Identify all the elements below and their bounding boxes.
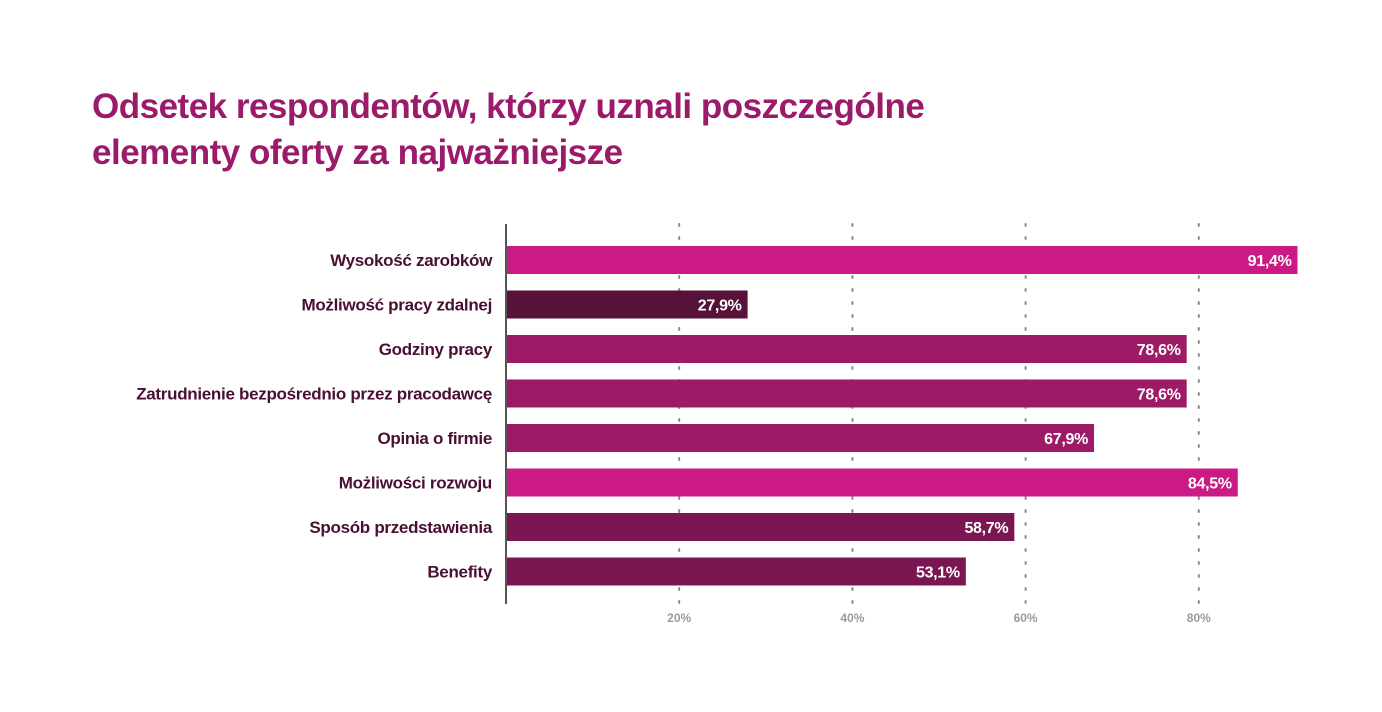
bar-value-label: 53,1% xyxy=(916,565,960,582)
bar-value-label: 27,9% xyxy=(698,298,742,315)
bars: 91,4% 27,9% 78,6% 78,6% 67,9% 84,5% 58,7% 53,1% xyxy=(506,246,1298,586)
bar xyxy=(506,379,1187,408)
bar xyxy=(506,468,1238,497)
bar-value-label: 84,5% xyxy=(1188,476,1232,493)
bar xyxy=(506,513,1015,541)
chart-title-line-2: elementy oferty za najważniejsze xyxy=(92,133,623,172)
bar-value-label: 58,7% xyxy=(964,520,1008,537)
bar xyxy=(506,557,966,586)
category-label: Możliwość pracy zdalnej xyxy=(301,296,492,315)
bar xyxy=(506,290,748,319)
category-label: Wysokość zarobków xyxy=(330,251,493,270)
x-tick-label: 80% xyxy=(1187,611,1211,625)
bar-value-label: 91,4% xyxy=(1248,253,1292,270)
category-label: Godziny pracy xyxy=(379,340,493,359)
x-tick-label: 40% xyxy=(840,611,864,625)
category-labels: Wysokość zarobków Możliwość pracy zdalnej… xyxy=(136,251,493,582)
bar-value-label: 78,6% xyxy=(1137,387,1181,404)
x-axis-ticks: 20% 40% 60% 80% xyxy=(667,611,1211,625)
bar xyxy=(506,424,1095,452)
bar-value-label: 78,6% xyxy=(1137,342,1181,359)
chart-title: Odsetek respondentów, którzy uznali posz… xyxy=(92,84,1092,176)
bar xyxy=(506,335,1187,363)
x-tick-label: 60% xyxy=(1014,611,1038,625)
x-tick-label: 20% xyxy=(667,611,691,625)
bar xyxy=(506,246,1298,274)
grid-lines xyxy=(678,223,1200,605)
bar-value-label: 67,9% xyxy=(1044,431,1088,448)
category-label: Sposób przedstawienia xyxy=(309,518,492,537)
category-label: Opinia o firmie xyxy=(377,429,492,448)
category-label: Zatrudnienie bezpośrednio przez pracodaw… xyxy=(136,385,492,404)
category-label: Możliwości rozwoju xyxy=(339,474,492,493)
chart-title-line-1: Odsetek respondentów, którzy uznali posz… xyxy=(92,87,925,126)
category-label: Benefity xyxy=(427,563,493,582)
